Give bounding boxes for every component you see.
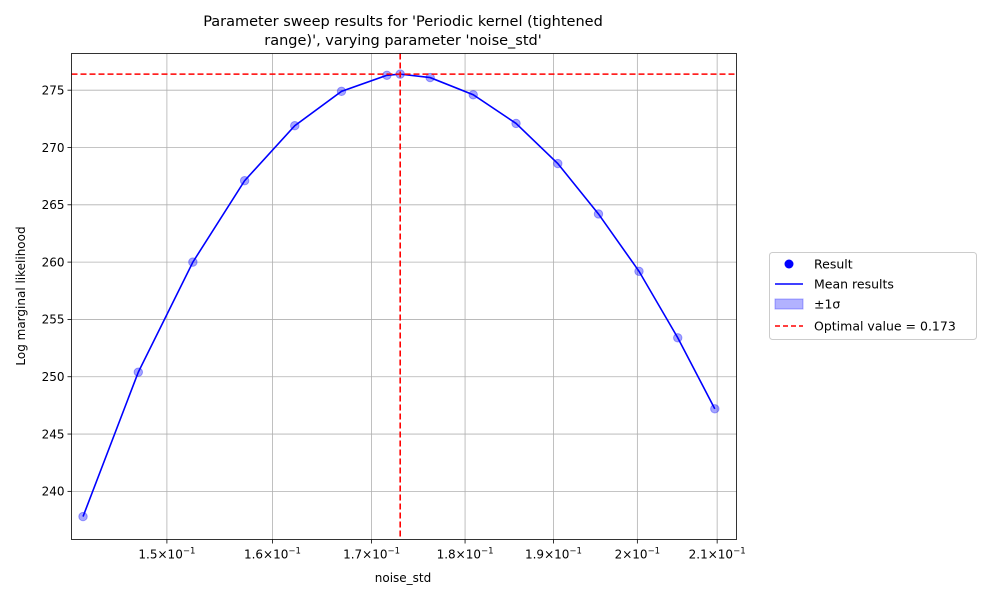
grid xyxy=(71,53,737,540)
result-point xyxy=(78,511,88,522)
result-point xyxy=(425,72,435,83)
result-point xyxy=(710,404,720,414)
legend-result-label: Result xyxy=(814,257,853,272)
y-tick-label: 245 xyxy=(42,427,65,441)
chart-title-line-2: range)', varying parameter 'noise_std' xyxy=(264,33,541,49)
x-tick-label: 1.9×10−1 xyxy=(525,547,582,562)
legend: Result Mean results ±1σ Optimal value = … xyxy=(769,252,977,340)
x-tick-label: 2×10−1 xyxy=(615,547,661,562)
result-point xyxy=(634,266,644,276)
result-point xyxy=(511,118,521,129)
legend-result-marker xyxy=(784,259,794,269)
result-point xyxy=(336,86,347,97)
legend-band-label: ±1σ xyxy=(814,297,840,312)
x-tick-label: 1.6×10−1 xyxy=(244,547,301,562)
plot-marks xyxy=(71,53,737,540)
legend-optimal-label: Optimal value = 0.173 xyxy=(814,319,956,334)
y-tick-label: 250 xyxy=(42,370,65,384)
legend-mean-label: Mean results xyxy=(814,277,894,292)
plot-frame xyxy=(71,53,737,540)
result-point xyxy=(673,333,683,343)
legend-band-swatch xyxy=(774,298,804,310)
chart-title-line-1: Parameter sweep results for 'Periodic ke… xyxy=(203,14,603,30)
y-axis-label: Log marginal likelihood xyxy=(14,226,28,365)
legend-frame xyxy=(769,252,977,340)
x-tick-label: 1.5×10−1 xyxy=(138,547,195,562)
x-tick-label: 2.1×10−1 xyxy=(689,547,746,562)
y-tick-label: 240 xyxy=(42,485,65,499)
y-tick-label: 260 xyxy=(42,255,65,269)
y-tick-label: 270 xyxy=(42,141,65,155)
y-tick-label: 265 xyxy=(42,198,65,212)
chart-title: Parameter sweep results for 'Periodic ke… xyxy=(203,14,603,49)
result-point xyxy=(593,209,604,219)
y-tick-label: 255 xyxy=(42,313,65,327)
result-point xyxy=(133,367,144,377)
result-point xyxy=(468,90,478,100)
x-tick-label: 1.7×10−1 xyxy=(343,547,400,562)
y-tick-label: 275 xyxy=(42,83,65,97)
x-axis-label: noise_std xyxy=(375,571,432,585)
result-point xyxy=(188,257,198,267)
result-point xyxy=(290,121,300,131)
axis-ticks: 1.5×10−1 1.6×10−1 1.7×10−1 1.8×10−1 1.9×10−1… xyxy=(42,83,746,561)
result-point xyxy=(382,70,392,80)
result-point xyxy=(553,158,563,169)
mean-results-line xyxy=(82,73,716,517)
x-tick-label: 1.8×10−1 xyxy=(437,547,494,562)
result-point xyxy=(239,176,250,186)
